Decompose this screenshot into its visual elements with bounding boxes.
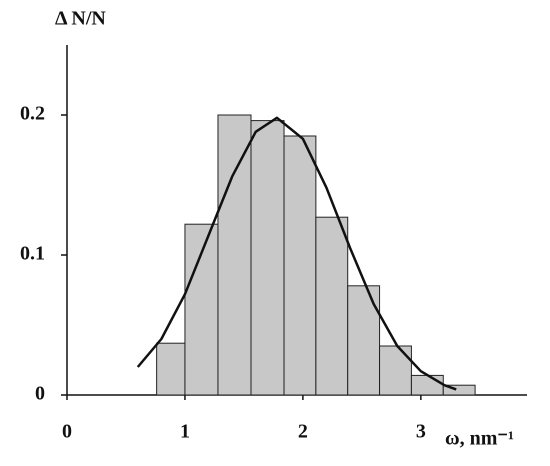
bar <box>347 285 381 396</box>
x-tick-label: 0 <box>62 421 72 443</box>
y-tick-label: 0.2 <box>20 103 45 125</box>
x-tick-label: 2 <box>298 421 308 443</box>
y-tick-label: 0.1 <box>20 243 45 265</box>
bar <box>156 342 186 396</box>
bar <box>379 345 412 396</box>
bar <box>283 135 317 396</box>
bar <box>217 114 252 396</box>
fit-curve <box>136 116 457 391</box>
bar <box>315 216 349 396</box>
bar <box>442 384 476 396</box>
bar <box>410 374 444 396</box>
y-axis-label: Δ N/N <box>55 8 106 30</box>
y-tick-label: 0 <box>35 383 45 405</box>
x-axis-label: ω, nm⁻¹ <box>445 428 514 450</box>
x-tick-label: 1 <box>180 421 190 443</box>
x-tick-label: 3 <box>416 421 426 443</box>
bar <box>250 120 285 396</box>
